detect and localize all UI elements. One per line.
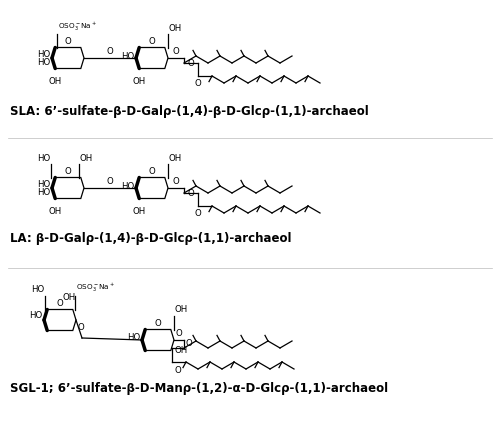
Text: HO: HO bbox=[37, 187, 50, 196]
Text: OH: OH bbox=[169, 154, 182, 163]
Text: O: O bbox=[172, 177, 180, 186]
Text: OH: OH bbox=[62, 292, 76, 301]
Text: O: O bbox=[148, 167, 156, 176]
Text: OH: OH bbox=[48, 206, 62, 216]
Text: HO: HO bbox=[37, 179, 50, 188]
Text: OSO$_3^-$Na$^+$: OSO$_3^-$Na$^+$ bbox=[76, 282, 115, 294]
Text: O: O bbox=[64, 37, 71, 46]
Text: HO: HO bbox=[37, 50, 50, 59]
Text: OH: OH bbox=[48, 77, 62, 86]
Text: SGL-1; 6’-sulfate-β-D-Manρ-(1,2)-α-D-Glcρ-(1,1)-archaeol: SGL-1; 6’-sulfate-β-D-Manρ-(1,2)-α-D-Glc… bbox=[10, 382, 388, 395]
Text: OH: OH bbox=[175, 346, 188, 355]
Text: HO: HO bbox=[121, 181, 134, 190]
Text: HO: HO bbox=[31, 285, 44, 294]
Text: HO: HO bbox=[37, 57, 50, 66]
Text: SLA: 6’-sulfate-β-D-Galρ-(1,4)-β-D-Glcρ-(1,1)-archaeol: SLA: 6’-sulfate-β-D-Galρ-(1,4)-β-D-Glcρ-… bbox=[10, 105, 369, 118]
Text: O: O bbox=[106, 47, 114, 56]
Text: O: O bbox=[176, 329, 182, 338]
Text: O: O bbox=[188, 189, 194, 198]
Text: OH: OH bbox=[169, 24, 182, 33]
Text: HO: HO bbox=[37, 154, 50, 163]
Text: O: O bbox=[172, 47, 180, 56]
Text: OH: OH bbox=[80, 154, 93, 163]
Text: O: O bbox=[186, 339, 193, 348]
Text: O: O bbox=[194, 79, 202, 88]
Text: O: O bbox=[148, 37, 156, 46]
Text: O: O bbox=[194, 209, 202, 218]
Text: HO: HO bbox=[121, 51, 134, 60]
Text: O: O bbox=[64, 167, 71, 176]
Text: O: O bbox=[154, 319, 162, 328]
Text: LA: β-D-Galρ-(1,4)-β-D-Glcρ-(1,1)-archaeol: LA: β-D-Galρ-(1,4)-β-D-Glcρ-(1,1)-archae… bbox=[10, 232, 292, 245]
Text: O: O bbox=[106, 177, 114, 186]
Text: OH: OH bbox=[132, 77, 146, 86]
Text: OSO$_3^-$Na$^+$: OSO$_3^-$Na$^+$ bbox=[58, 20, 98, 33]
Text: OH: OH bbox=[132, 206, 146, 216]
Text: HO: HO bbox=[127, 333, 140, 342]
Text: OH: OH bbox=[175, 306, 188, 315]
Text: O: O bbox=[78, 324, 85, 333]
Text: O: O bbox=[174, 366, 182, 375]
Text: O: O bbox=[56, 299, 64, 308]
Text: HO: HO bbox=[29, 312, 42, 321]
Text: O: O bbox=[188, 59, 194, 68]
